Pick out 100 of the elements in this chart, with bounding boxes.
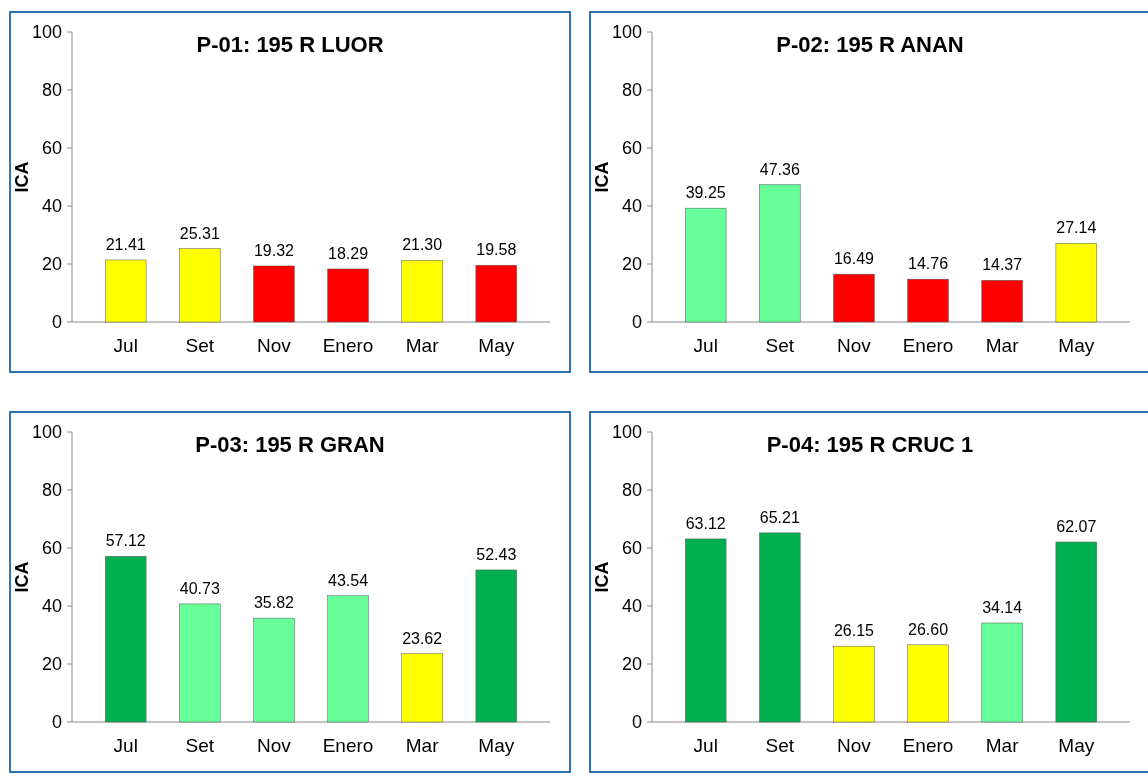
bar — [401, 259, 443, 323]
data-label: 65.21 — [759, 508, 800, 526]
data-label: 52.43 — [476, 545, 517, 563]
y-axis-title: ICA — [12, 161, 32, 193]
y-tick-label: 100 — [611, 22, 642, 43]
y-tick-label: 0 — [631, 312, 642, 333]
x-tick-label: Set — [185, 735, 215, 756]
y-tick-label: 0 — [51, 712, 62, 733]
bar — [759, 532, 801, 723]
bar — [327, 595, 369, 723]
y-tick-label: 20 — [621, 654, 642, 675]
bar — [833, 273, 875, 323]
data-label: 21.41 — [105, 235, 146, 253]
data-label: 23.62 — [402, 629, 443, 647]
y-tick-label: 100 — [31, 22, 62, 43]
bar — [907, 278, 949, 323]
chart-title: P-03: 195 R GRAN — [195, 432, 385, 457]
y-tick-label: 80 — [621, 480, 642, 501]
x-tick-label: May — [478, 335, 515, 356]
bar — [685, 207, 727, 323]
data-label: 21.30 — [402, 236, 443, 254]
x-tick-label: Enero — [322, 335, 374, 356]
x-tick-label: Jul — [693, 735, 718, 756]
data-label: 26.60 — [908, 620, 949, 638]
x-tick-label: Set — [765, 335, 795, 356]
y-tick-label: 40 — [621, 196, 642, 217]
bar — [833, 645, 875, 723]
y-tick-label: 0 — [631, 712, 642, 733]
bar — [179, 603, 221, 723]
x-tick-label: Nov — [257, 735, 292, 756]
y-tick-label: 60 — [621, 538, 642, 559]
bar — [981, 622, 1023, 723]
y-tick-label: 60 — [41, 538, 62, 559]
bar — [327, 268, 369, 323]
y-tick-label: 40 — [41, 196, 62, 217]
x-tick-label: Nov — [837, 735, 872, 756]
bar — [401, 653, 443, 723]
y-tick-label: 60 — [621, 138, 642, 159]
x-tick-label: Enero — [902, 735, 954, 756]
x-tick-label: Mar — [405, 335, 440, 356]
data-label: 19.32 — [253, 241, 295, 259]
y-tick-label: 40 — [41, 596, 62, 617]
bar — [105, 259, 147, 323]
data-label: 16.49 — [833, 250, 875, 268]
y-tick-label: 20 — [41, 254, 62, 275]
x-tick-label: Jul — [113, 335, 138, 356]
data-label: 62.07 — [1056, 518, 1097, 535]
x-tick-label: May — [478, 735, 515, 756]
bar — [253, 617, 295, 723]
y-tick-label: 80 — [41, 480, 62, 501]
data-label: 43.54 — [328, 571, 369, 589]
data-label: 39.25 — [685, 184, 726, 202]
data-label: 27.14 — [1056, 219, 1097, 237]
x-tick-label: Jul — [113, 735, 138, 756]
data-label: 35.82 — [253, 594, 295, 612]
chart-title: P-02: 195 R ANAN — [776, 32, 964, 57]
y-tick-label: 100 — [31, 422, 62, 443]
x-tick-label: Enero — [322, 735, 374, 756]
x-tick-label: Enero — [902, 335, 954, 356]
data-label: 57.12 — [105, 532, 146, 550]
data-label: 19.58 — [476, 241, 517, 259]
y-axis-title: ICA — [12, 561, 32, 593]
y-tick-label: 0 — [51, 312, 62, 333]
x-tick-label: Set — [185, 335, 215, 356]
data-label: 34.14 — [982, 598, 1023, 616]
x-tick-label: Nov — [837, 335, 872, 356]
data-label: 40.73 — [179, 579, 220, 597]
y-tick-label: 40 — [621, 596, 642, 617]
data-label: 47.36 — [759, 160, 800, 178]
y-tick-label: 80 — [621, 80, 642, 101]
x-tick-label: Nov — [257, 335, 292, 356]
data-label: 25.31 — [179, 224, 220, 242]
y-tick-label: 20 — [621, 254, 642, 275]
y-axis-title: ICA — [592, 161, 612, 193]
bar — [685, 538, 727, 723]
chart-title: P-04: 195 R CRUC 1 — [766, 432, 974, 457]
data-label: 63.12 — [685, 514, 726, 532]
bar — [1055, 541, 1097, 723]
data-label: 26.15 — [833, 622, 875, 640]
x-tick-label: Mar — [985, 335, 1020, 356]
data-label: 14.76 — [908, 255, 949, 273]
bar — [759, 184, 801, 323]
chart-title: P-01: 195 R LUOR — [196, 32, 384, 57]
bar — [179, 248, 221, 323]
y-tick-label: 80 — [41, 80, 62, 101]
x-tick-label: Set — [765, 735, 795, 756]
bar — [105, 556, 147, 723]
bar — [253, 265, 295, 323]
bar — [475, 264, 517, 323]
y-tick-label: 20 — [41, 654, 62, 675]
x-tick-label: Mar — [985, 735, 1020, 756]
data-label: 14.37 — [982, 256, 1023, 274]
x-tick-label: May — [1058, 735, 1095, 756]
y-tick-label: 100 — [611, 422, 642, 443]
bar — [907, 644, 949, 723]
y-tick-label: 60 — [41, 138, 62, 159]
data-label: 18.29 — [328, 244, 369, 262]
x-tick-label: Mar — [405, 735, 440, 756]
y-axis-title: ICA — [592, 561, 612, 593]
x-tick-label: Jul — [693, 335, 718, 356]
